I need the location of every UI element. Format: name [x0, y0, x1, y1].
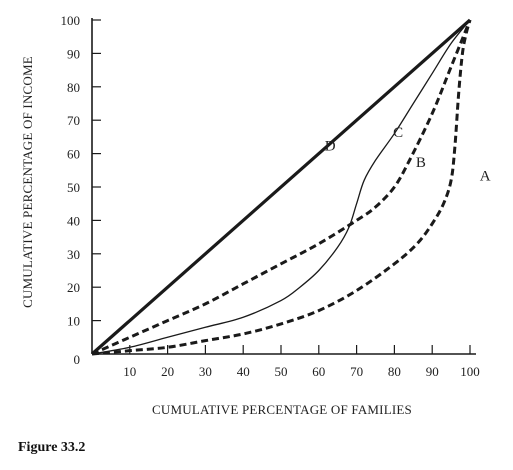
curve-a-line — [91, 19, 472, 356]
curve-b-line — [91, 19, 472, 356]
y-tick-label: 10 — [67, 314, 80, 329]
x-axis-title: CUMULATIVE PERCENTAGE OF FAMILIES — [152, 402, 412, 417]
y-tick-label: 100 — [61, 13, 81, 28]
curve-label-a: A — [480, 168, 491, 184]
series-lines — [90, 18, 472, 356]
y-tick-label: 70 — [67, 113, 80, 128]
origin-label: 0 — [74, 352, 81, 367]
x-tick-label: 70 — [350, 364, 363, 379]
y-tick-label: 60 — [67, 147, 80, 162]
x-tick-label: 30 — [199, 364, 212, 379]
x-tick-label: 20 — [161, 364, 174, 379]
curve-labels: D CB A — [325, 125, 491, 184]
y-axis-title: CUMULATIVE PERCENTAGE OF INCOME — [20, 56, 35, 308]
x-tick-label: 80 — [388, 364, 401, 379]
x-tick-label: 40 — [237, 364, 250, 379]
y-tick-label: 90 — [67, 46, 80, 61]
x-tick-label: 90 — [426, 364, 439, 379]
x-tick-label: 10 — [123, 364, 136, 379]
y-tick-label: 30 — [67, 247, 80, 262]
axes — [91, 18, 476, 355]
curve-label-b: B — [416, 155, 426, 171]
curve-label-c: C — [393, 125, 403, 141]
curve-d-line — [90, 18, 472, 356]
y-tick-label: 40 — [67, 213, 80, 228]
y-tick-label: 50 — [67, 180, 80, 195]
curve-label-d: D — [325, 138, 336, 154]
tick-labels: 10 20 30 40 50 60 70 80 90 100 10 20 30 40 50 60 70 80 90 1… — [61, 13, 480, 379]
figure-caption: Figure 33.2 — [18, 440, 86, 455]
y-tick-label: 20 — [67, 280, 80, 295]
x-tick-label: 50 — [275, 364, 288, 379]
x-tick-label: 60 — [312, 364, 325, 379]
x-tick-label: 100 — [460, 364, 480, 379]
y-tick-label: 80 — [67, 80, 80, 95]
curve-c-line — [91, 19, 471, 355]
